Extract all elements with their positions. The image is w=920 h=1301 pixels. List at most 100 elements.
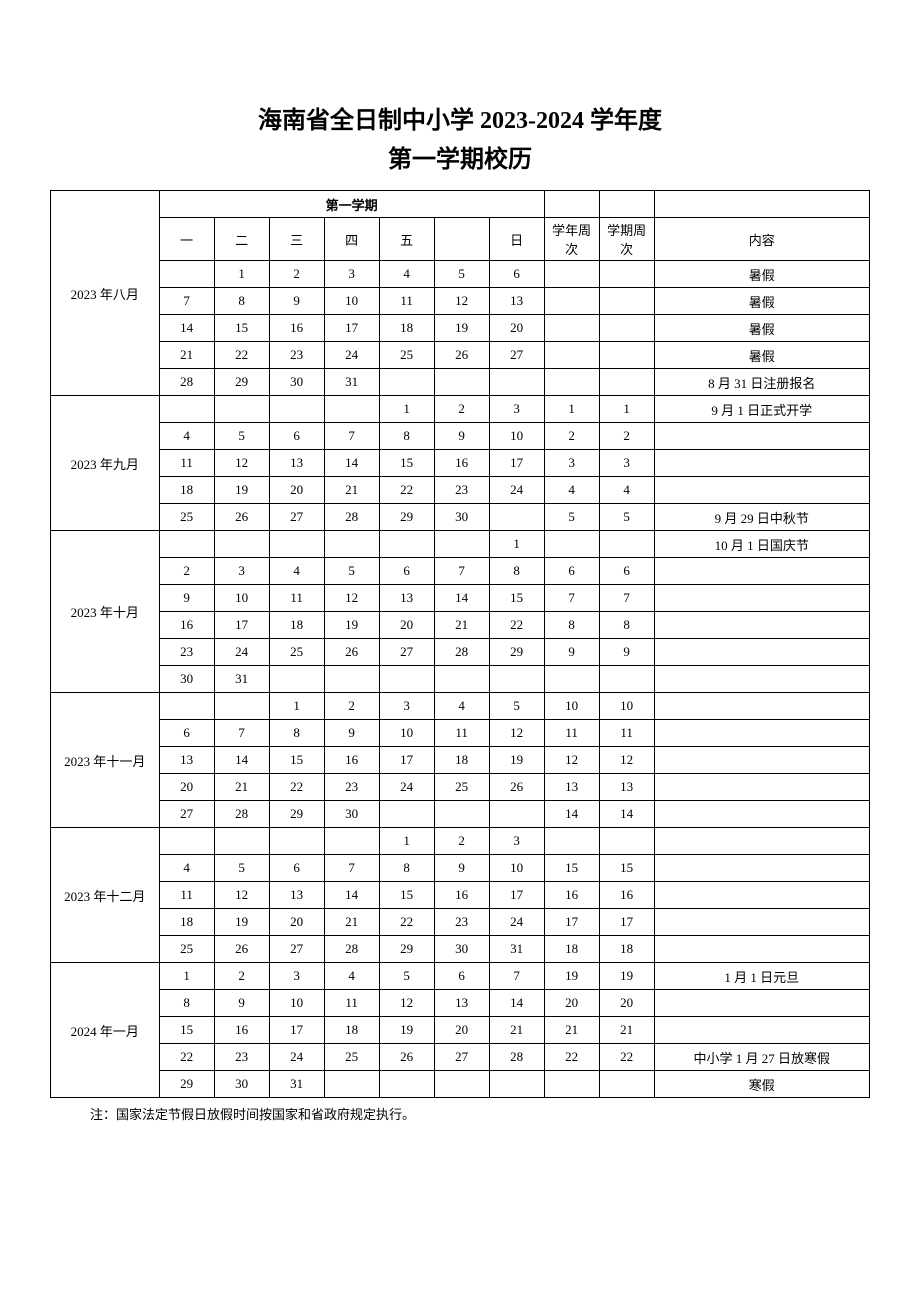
day-cell: 1	[214, 261, 269, 288]
day-cell: 2	[434, 396, 489, 423]
day-cell: 5	[489, 693, 544, 720]
content-cell	[654, 639, 869, 666]
day-cell: 19	[324, 612, 379, 639]
term-week-cell	[599, 828, 654, 855]
year-week-cell: 12	[544, 747, 599, 774]
day-cell: 29	[269, 801, 324, 828]
term-week-cell: 22	[599, 1044, 654, 1071]
content-cell: 暑假	[654, 342, 869, 369]
day-cell: 4	[434, 693, 489, 720]
day-cell: 21	[214, 774, 269, 801]
day-cell: 11	[324, 990, 379, 1017]
day-cell: 9	[434, 423, 489, 450]
day-cell: 23	[434, 477, 489, 504]
term-week-cell: 13	[599, 774, 654, 801]
day-cell: 27	[159, 801, 214, 828]
footnote: 注：国家法定节假日放假时间按国家和省政府规定执行。	[90, 1104, 870, 1123]
day-cell: 18	[159, 477, 214, 504]
day-cell: 25	[324, 1044, 379, 1071]
day-cell: 18	[379, 315, 434, 342]
year-week-cell	[544, 342, 599, 369]
day-cell: 8	[379, 423, 434, 450]
day-cell: 7	[159, 288, 214, 315]
day-cell: 7	[324, 423, 379, 450]
day-cell: 2	[324, 693, 379, 720]
day-cell: 25	[269, 639, 324, 666]
day-cell	[489, 1071, 544, 1098]
content-cell	[654, 909, 869, 936]
day-cell: 22	[269, 774, 324, 801]
weekday-header: 二	[214, 218, 269, 261]
day-cell: 6	[489, 261, 544, 288]
content-cell	[654, 585, 869, 612]
day-cell: 14	[324, 450, 379, 477]
day-cell: 22	[214, 342, 269, 369]
year-week-cell: 16	[544, 882, 599, 909]
day-cell: 29	[159, 1071, 214, 1098]
day-cell: 24	[379, 774, 434, 801]
content-cell	[654, 558, 869, 585]
content-cell: 1 月 1 日元旦	[654, 963, 869, 990]
day-cell: 10	[489, 423, 544, 450]
day-cell: 12	[379, 990, 434, 1017]
term-week-cell: 8	[599, 612, 654, 639]
year-week-cell: 7	[544, 585, 599, 612]
year-week-cell	[544, 261, 599, 288]
term-week-cell	[599, 531, 654, 558]
term-week-cell: 11	[599, 720, 654, 747]
day-cell: 17	[489, 450, 544, 477]
day-cell: 2	[159, 558, 214, 585]
day-cell: 7	[434, 558, 489, 585]
day-cell: 8	[269, 720, 324, 747]
day-cell: 27	[269, 504, 324, 531]
day-cell: 4	[324, 963, 379, 990]
month-label: 2023 年九月	[51, 396, 160, 531]
term-week-cell: 10	[599, 693, 654, 720]
day-cell: 11	[434, 720, 489, 747]
day-cell: 14	[434, 585, 489, 612]
day-cell	[214, 531, 269, 558]
day-cell	[489, 369, 544, 396]
day-cell: 9	[269, 288, 324, 315]
day-cell: 24	[214, 639, 269, 666]
day-cell	[379, 801, 434, 828]
term-week-cell: 4	[599, 477, 654, 504]
day-cell	[434, 1071, 489, 1098]
day-cell: 15	[269, 747, 324, 774]
day-cell	[159, 261, 214, 288]
day-cell: 3	[489, 828, 544, 855]
day-cell: 21	[159, 342, 214, 369]
content-cell	[654, 774, 869, 801]
day-cell: 30	[159, 666, 214, 693]
year-week-cell: 2	[544, 423, 599, 450]
year-week-cell: 20	[544, 990, 599, 1017]
day-cell: 30	[434, 936, 489, 963]
day-cell: 20	[269, 477, 324, 504]
year-week-cell: 8	[544, 612, 599, 639]
day-cell: 5	[434, 261, 489, 288]
day-cell: 1	[489, 531, 544, 558]
day-cell: 25	[159, 504, 214, 531]
day-cell	[434, 531, 489, 558]
year-week-cell: 10	[544, 693, 599, 720]
day-cell: 27	[489, 342, 544, 369]
day-cell: 10	[269, 990, 324, 1017]
content-cell: 9 月 1 日正式开学	[654, 396, 869, 423]
day-cell: 31	[324, 369, 379, 396]
day-cell: 19	[379, 1017, 434, 1044]
term-week-cell	[599, 1071, 654, 1098]
year-week-cell: 11	[544, 720, 599, 747]
month-label: 2023 年十一月	[51, 693, 160, 828]
year-week-cell: 6	[544, 558, 599, 585]
content-cell	[654, 423, 869, 450]
year-week-cell: 4	[544, 477, 599, 504]
day-cell: 21	[489, 1017, 544, 1044]
year-week-cell	[544, 828, 599, 855]
day-cell: 30	[324, 801, 379, 828]
day-cell: 28	[489, 1044, 544, 1071]
day-cell: 14	[214, 747, 269, 774]
day-cell	[269, 531, 324, 558]
day-cell: 6	[269, 855, 324, 882]
day-cell: 10	[379, 720, 434, 747]
day-cell: 19	[214, 477, 269, 504]
